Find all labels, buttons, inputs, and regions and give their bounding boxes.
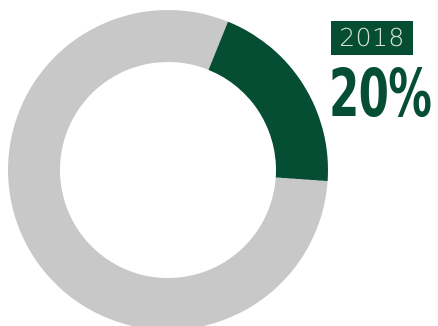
year-label: 2018 <box>339 23 405 52</box>
percentage-value: 20% <box>329 55 432 132</box>
highlighted-slice <box>208 21 328 182</box>
remainder-slice <box>8 10 328 326</box>
year-badge: 2018 <box>331 21 413 55</box>
